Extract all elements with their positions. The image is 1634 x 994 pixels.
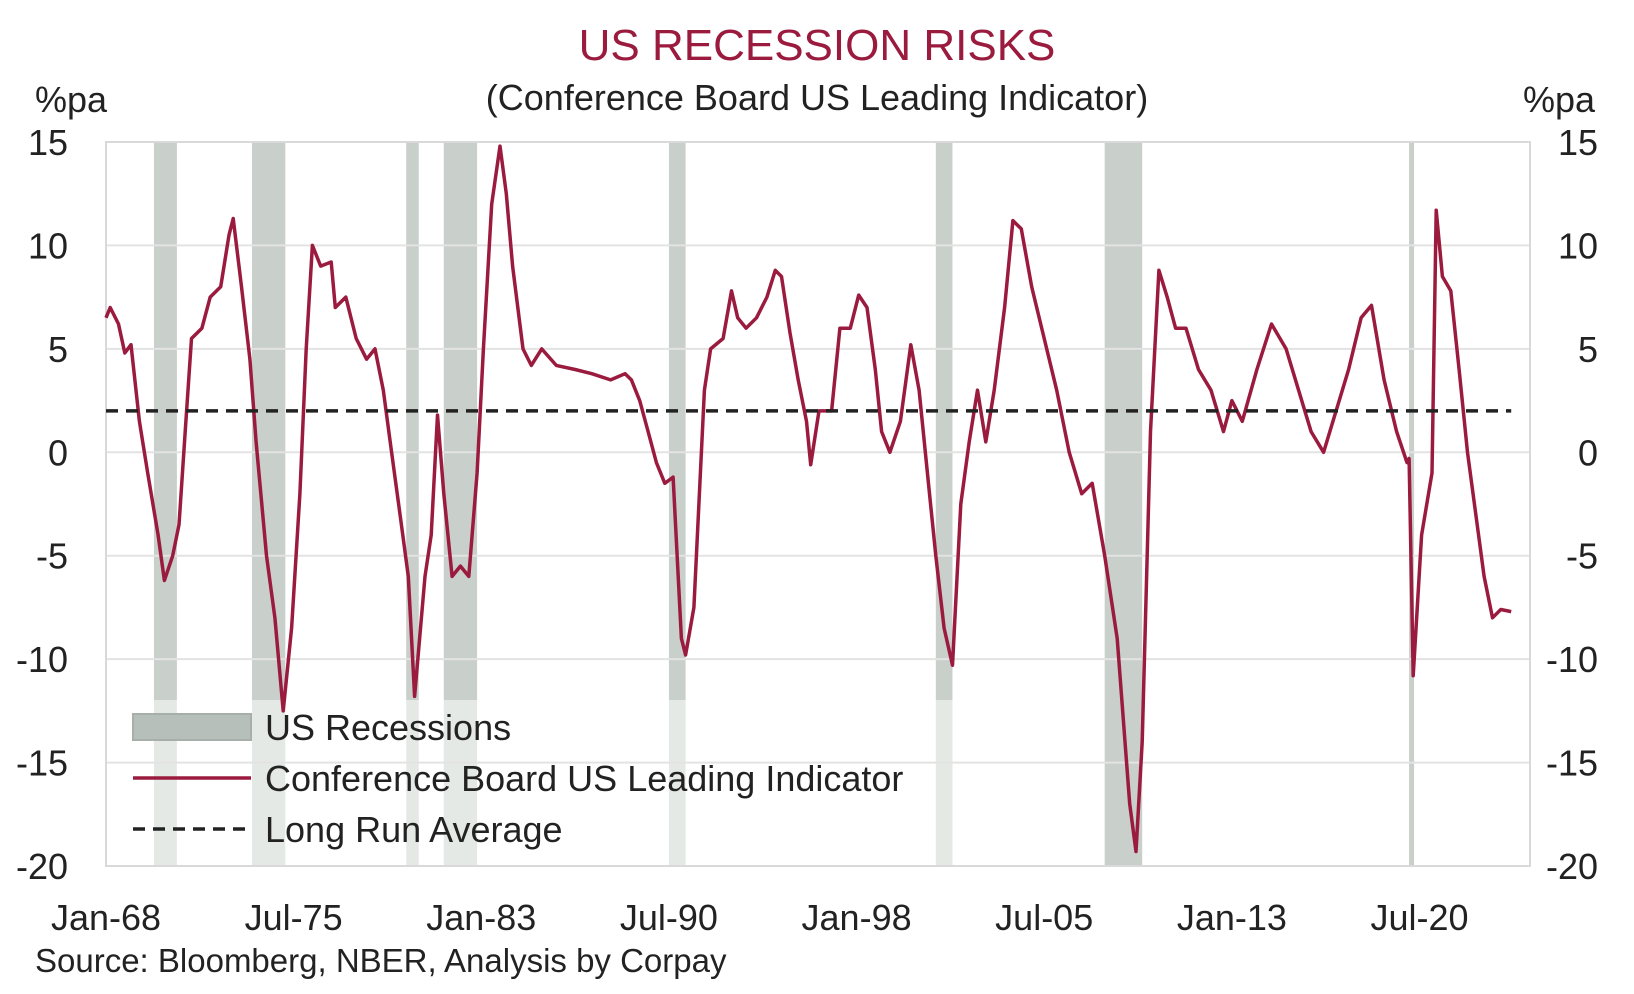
x-tick-label: Jan-68 bbox=[51, 897, 161, 938]
series-layer bbox=[104, 144, 1512, 854]
recession-bands bbox=[153, 142, 1415, 866]
recession-band-fill-faded bbox=[668, 700, 686, 866]
legend-label: Conference Board US Leading Indicator bbox=[265, 758, 903, 799]
right-axis-unit: %pa bbox=[1523, 79, 1596, 120]
recession-band-3 bbox=[406, 142, 419, 866]
recession-band-fill bbox=[443, 142, 478, 700]
chart-subtitle: (Conference Board US Leading Indicator) bbox=[486, 77, 1148, 118]
y-tick-label-left: 0 bbox=[48, 432, 68, 473]
y-tick-label-right: -15 bbox=[1546, 743, 1598, 784]
y-tick-label-right: -5 bbox=[1566, 536, 1598, 577]
x-tick-label: Jan-13 bbox=[1177, 897, 1287, 938]
y-tick-label-right: -20 bbox=[1546, 846, 1598, 887]
recession-band-fill-faded bbox=[406, 700, 419, 866]
recession-band-fill-faded bbox=[153, 700, 177, 866]
recession-band-1 bbox=[153, 142, 177, 866]
recession-band-fill bbox=[153, 142, 177, 700]
y-tick-label-right: 5 bbox=[1578, 329, 1598, 370]
recession-band-fill-faded bbox=[935, 700, 953, 866]
x-tick-label: Jan-98 bbox=[802, 897, 912, 938]
y-tick-label-left: 5 bbox=[48, 329, 68, 370]
recession-band-fill-faded bbox=[443, 700, 478, 866]
recession-band-fill bbox=[251, 142, 286, 700]
y-tick-label-left: -20 bbox=[16, 846, 68, 887]
legend-item-1: US Recessions bbox=[132, 707, 511, 748]
plot-frame bbox=[105, 141, 1531, 867]
recession-band-4 bbox=[443, 142, 478, 866]
legend-swatch-box bbox=[132, 713, 252, 741]
recession-band-fill bbox=[935, 142, 953, 700]
x-tick-label: Jul-05 bbox=[995, 897, 1093, 938]
x-axis: Jan-68 Jul-75 Jan-83 Jul-90 Jan-98 Jul-05 Jan-… bbox=[51, 897, 1469, 938]
y-tick-label-right: -10 bbox=[1546, 639, 1598, 680]
recession-band-6 bbox=[935, 142, 953, 866]
chart-title: US RECESSION RISKS bbox=[579, 21, 1056, 70]
legend: US Recessions Conference Board US Leading… bbox=[132, 707, 903, 850]
recession-band-2 bbox=[251, 142, 286, 866]
y-tick-label-right: 15 bbox=[1558, 122, 1598, 163]
x-tick-label: Jul-90 bbox=[620, 897, 718, 938]
source-note: Source: Bloomberg, NBER, Analysis by Cor… bbox=[35, 942, 727, 979]
legend-item-3: Long Run Average bbox=[133, 809, 563, 850]
y-tick-label-left: 15 bbox=[28, 122, 68, 163]
y-tick-label-right: 0 bbox=[1578, 432, 1598, 473]
y-tick-label-left: -10 bbox=[16, 639, 68, 680]
recession-band-fill-faded bbox=[251, 700, 286, 866]
y-tick-label-left: -5 bbox=[36, 536, 68, 577]
left-axis-unit: %pa bbox=[35, 79, 108, 120]
y-tick-label-left: 10 bbox=[28, 225, 68, 266]
y-axis-right: 15 10 5 0 -5 -10 -15 -20 bbox=[1546, 122, 1598, 887]
legend-label: US Recessions bbox=[265, 707, 511, 748]
leading-indicator-line bbox=[104, 144, 1512, 854]
legend-label: Long Run Average bbox=[265, 809, 563, 850]
x-tick-label: Jul-75 bbox=[245, 897, 343, 938]
x-tick-label: Jan-83 bbox=[426, 897, 536, 938]
recession-band-fill bbox=[668, 142, 686, 700]
recession-band-7 bbox=[1104, 142, 1143, 866]
y-tick-label-right: 10 bbox=[1558, 225, 1598, 266]
x-tick-label: Jul-20 bbox=[1370, 897, 1468, 938]
recession-band-fill bbox=[1104, 142, 1143, 866]
y-tick-label-left: -15 bbox=[16, 743, 68, 784]
y-axis-left: 15 10 5 0 -5 -10 -15 -20 bbox=[16, 122, 68, 887]
legend-item-2: Conference Board US Leading Indicator bbox=[133, 758, 903, 799]
recession-band-fill bbox=[406, 142, 419, 700]
recession-band-5 bbox=[668, 142, 686, 866]
